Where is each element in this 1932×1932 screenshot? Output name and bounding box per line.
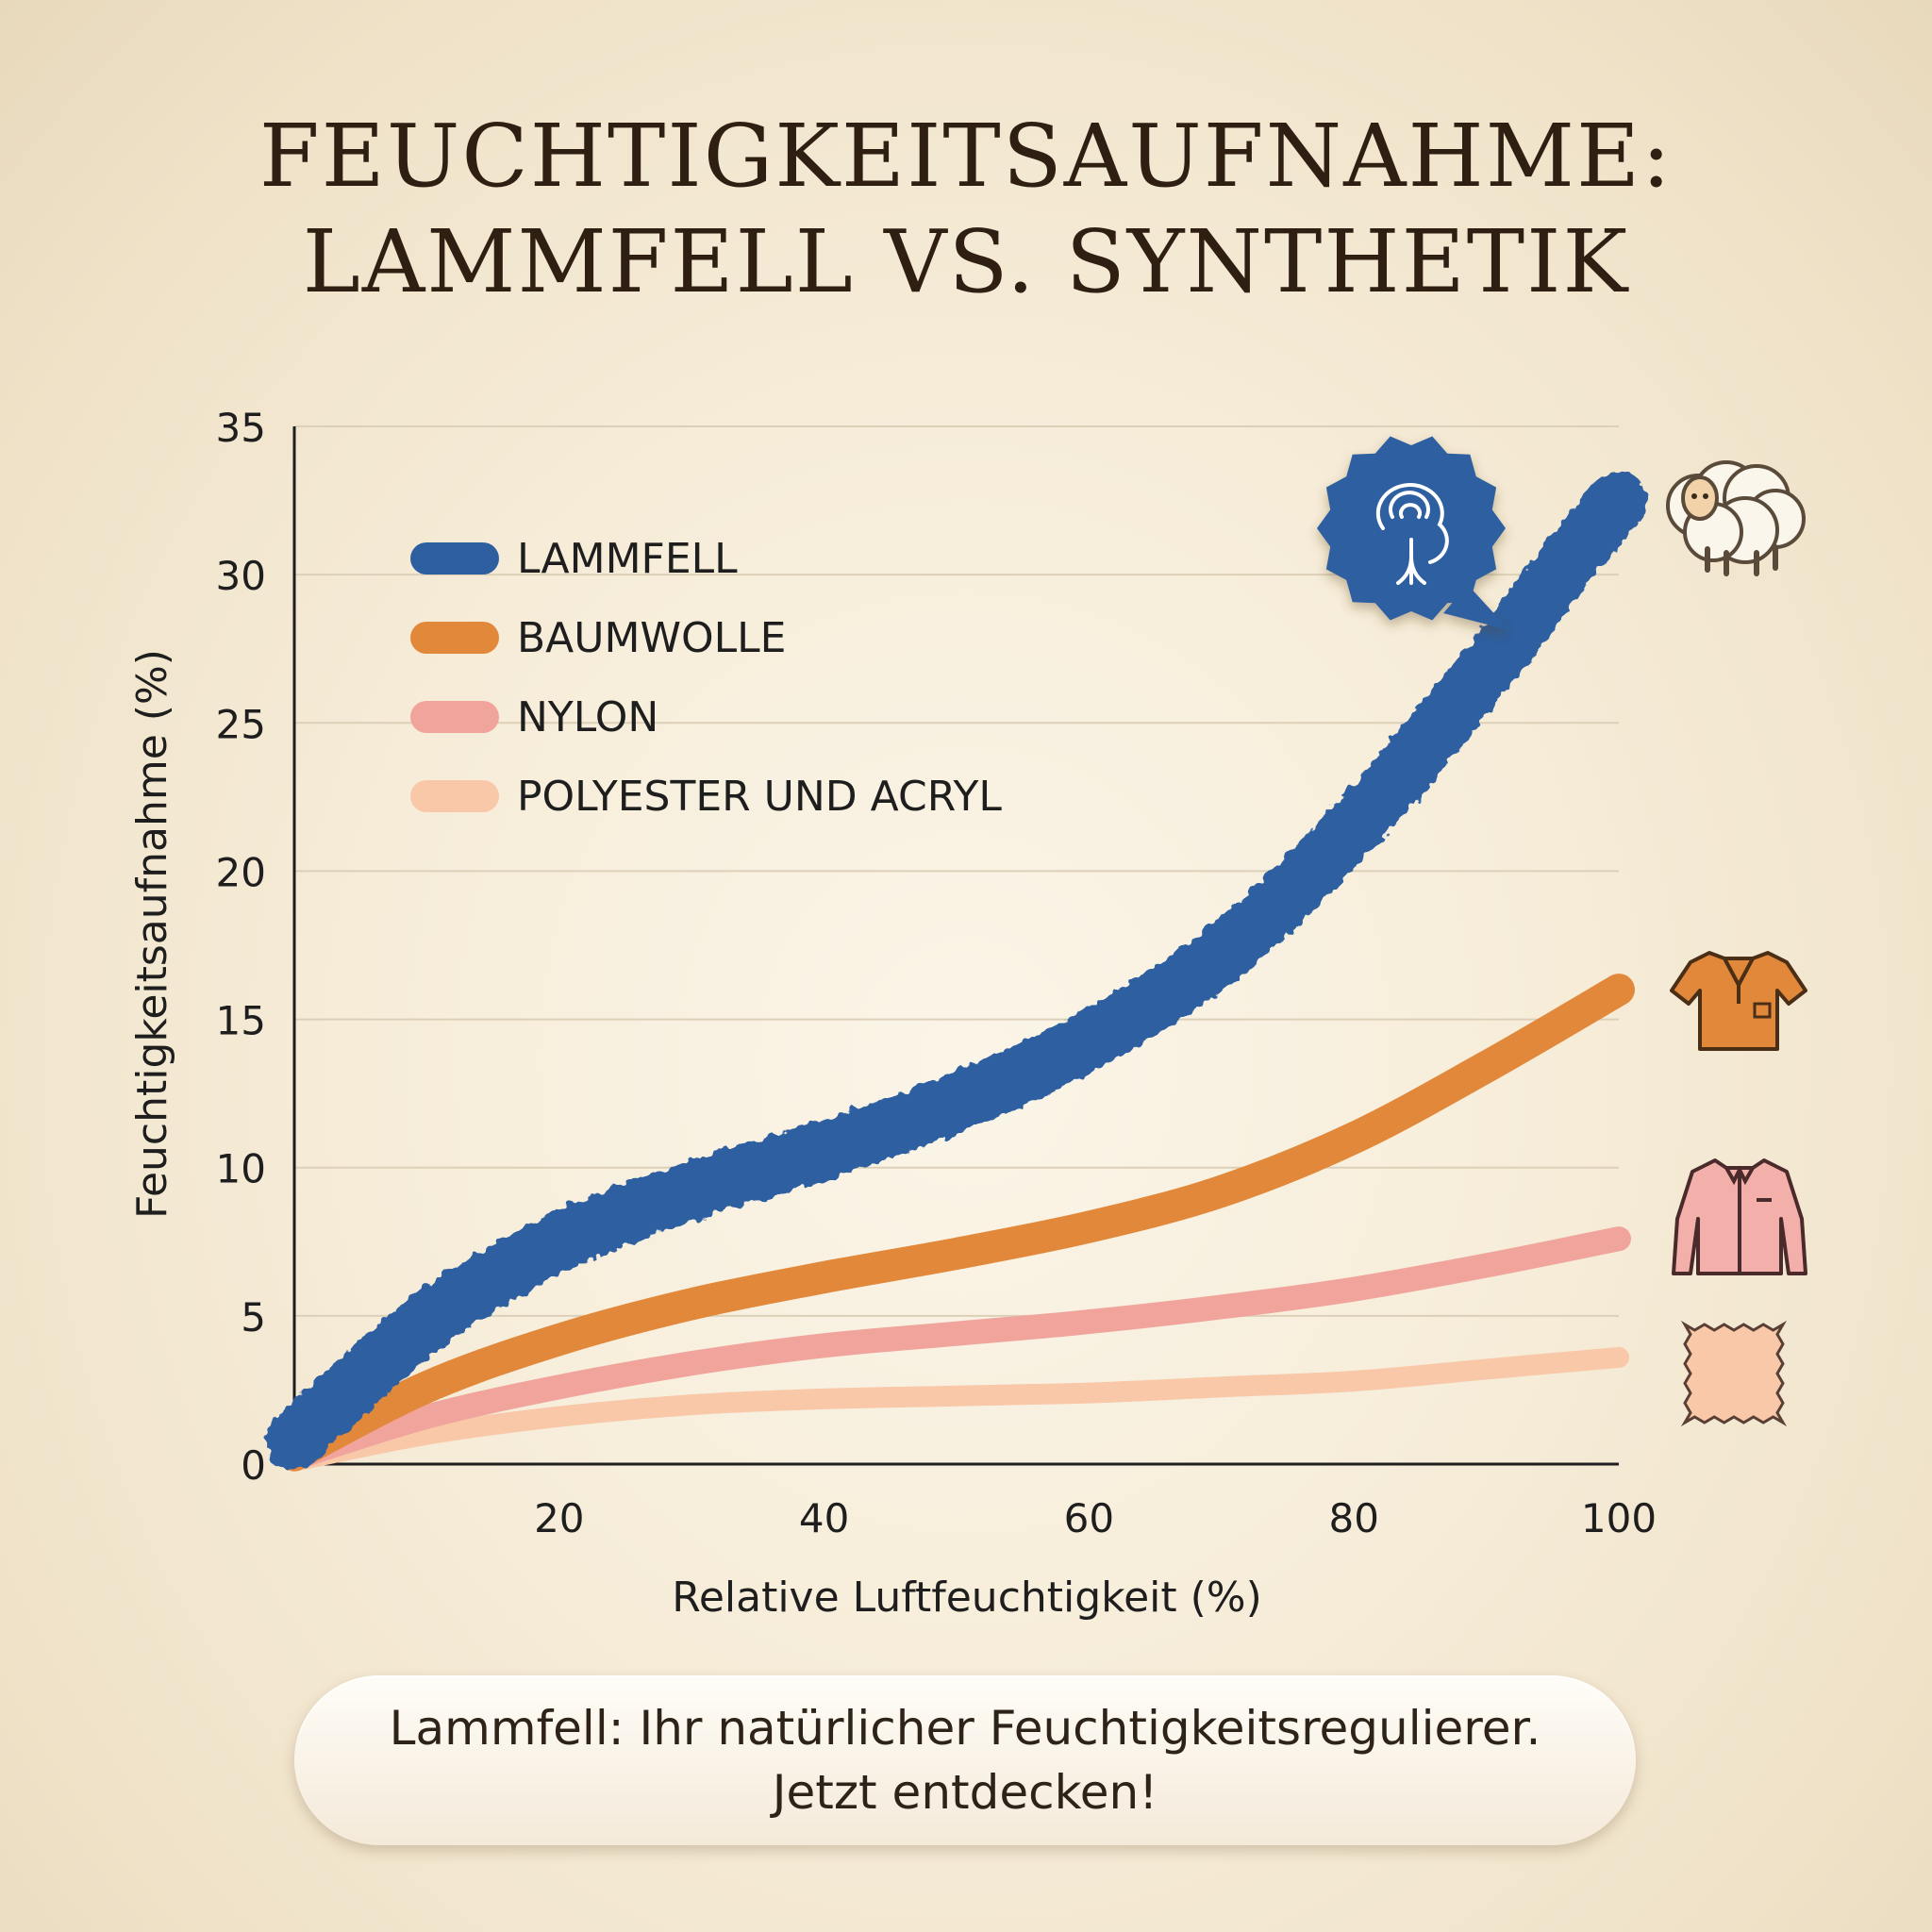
badge-shape xyxy=(1317,436,1506,621)
legend-label-nylon: NYLON xyxy=(517,693,658,741)
y-tick-label: 0 xyxy=(241,1442,266,1489)
fabric-swatch-icon xyxy=(1680,1320,1788,1427)
x-tick-label: 80 xyxy=(1328,1495,1378,1541)
wool-tree-badge-icon xyxy=(1317,436,1509,630)
legend: LAMMFELL BAUMWOLLE NYLON POLYESTER UND ACRY… xyxy=(410,535,1002,821)
series-line-lammfell xyxy=(265,471,1648,1470)
y-axis-label: Feuchtigkeitsaufnahme (%) xyxy=(128,649,176,1219)
axes xyxy=(292,426,1619,1466)
x-tick-label: 20 xyxy=(534,1495,584,1541)
x-tick-label: 40 xyxy=(799,1495,849,1541)
y-tick-label: 25 xyxy=(216,701,266,747)
badge-tree-glyph xyxy=(1375,483,1449,585)
legend-label-baumwolle: BAUMWOLLE xyxy=(517,614,786,662)
legend-label-lammfell: LAMMFELL xyxy=(517,535,738,583)
series-icons xyxy=(1317,436,1807,1427)
badge-pointer xyxy=(1443,585,1509,630)
y-tick-label: 15 xyxy=(216,998,266,1044)
title-line-1: FEUCHTIGKEITSAUFNAHME: xyxy=(258,106,1674,207)
legend-label-polyester-und-acryl: POLYESTER UND ACRYL xyxy=(517,773,1002,821)
jacket-icon xyxy=(1672,1158,1807,1275)
x-tick-label: 100 xyxy=(1581,1495,1657,1541)
x-tick-label: 60 xyxy=(1064,1495,1114,1541)
y-tick-label: 20 xyxy=(216,849,266,895)
cta-line-2: Jetzt entdecken! xyxy=(772,1765,1158,1820)
polo-shirt-icon xyxy=(1670,951,1807,1051)
y-tick-label: 5 xyxy=(241,1294,266,1341)
title-line-2: LAMMFELL VS. SYNTHETIK xyxy=(302,211,1630,312)
y-tick-label: 10 xyxy=(216,1146,266,1192)
series-lines xyxy=(265,471,1648,1472)
sheep-icon xyxy=(1666,460,1806,576)
tick-labels: 0 5 10 15 20 25 30 35 20 40 60 80 100 xyxy=(216,405,1657,1541)
page-title: FEUCHTIGKEITSAUFNAHME: LAMMFELL VS. SYNT… xyxy=(0,104,1932,315)
series-line-nylon xyxy=(282,1226,1631,1471)
cta-banner[interactable]: Lammfell: Ihr natürlicher Feuchtigkeitsr… xyxy=(294,1675,1636,1845)
x-axis-label: Relative Luftfeuchtigkeit (%) xyxy=(672,1574,1262,1622)
y-tick-label: 35 xyxy=(216,405,266,451)
series-line-baumwolle xyxy=(278,974,1635,1472)
y-tick-label: 30 xyxy=(216,553,266,599)
series-line-polyester-und-acryl xyxy=(284,1346,1629,1472)
cta-line-1: Lammfell: Ihr natürlicher Feuchtigkeitsr… xyxy=(389,1701,1541,1756)
